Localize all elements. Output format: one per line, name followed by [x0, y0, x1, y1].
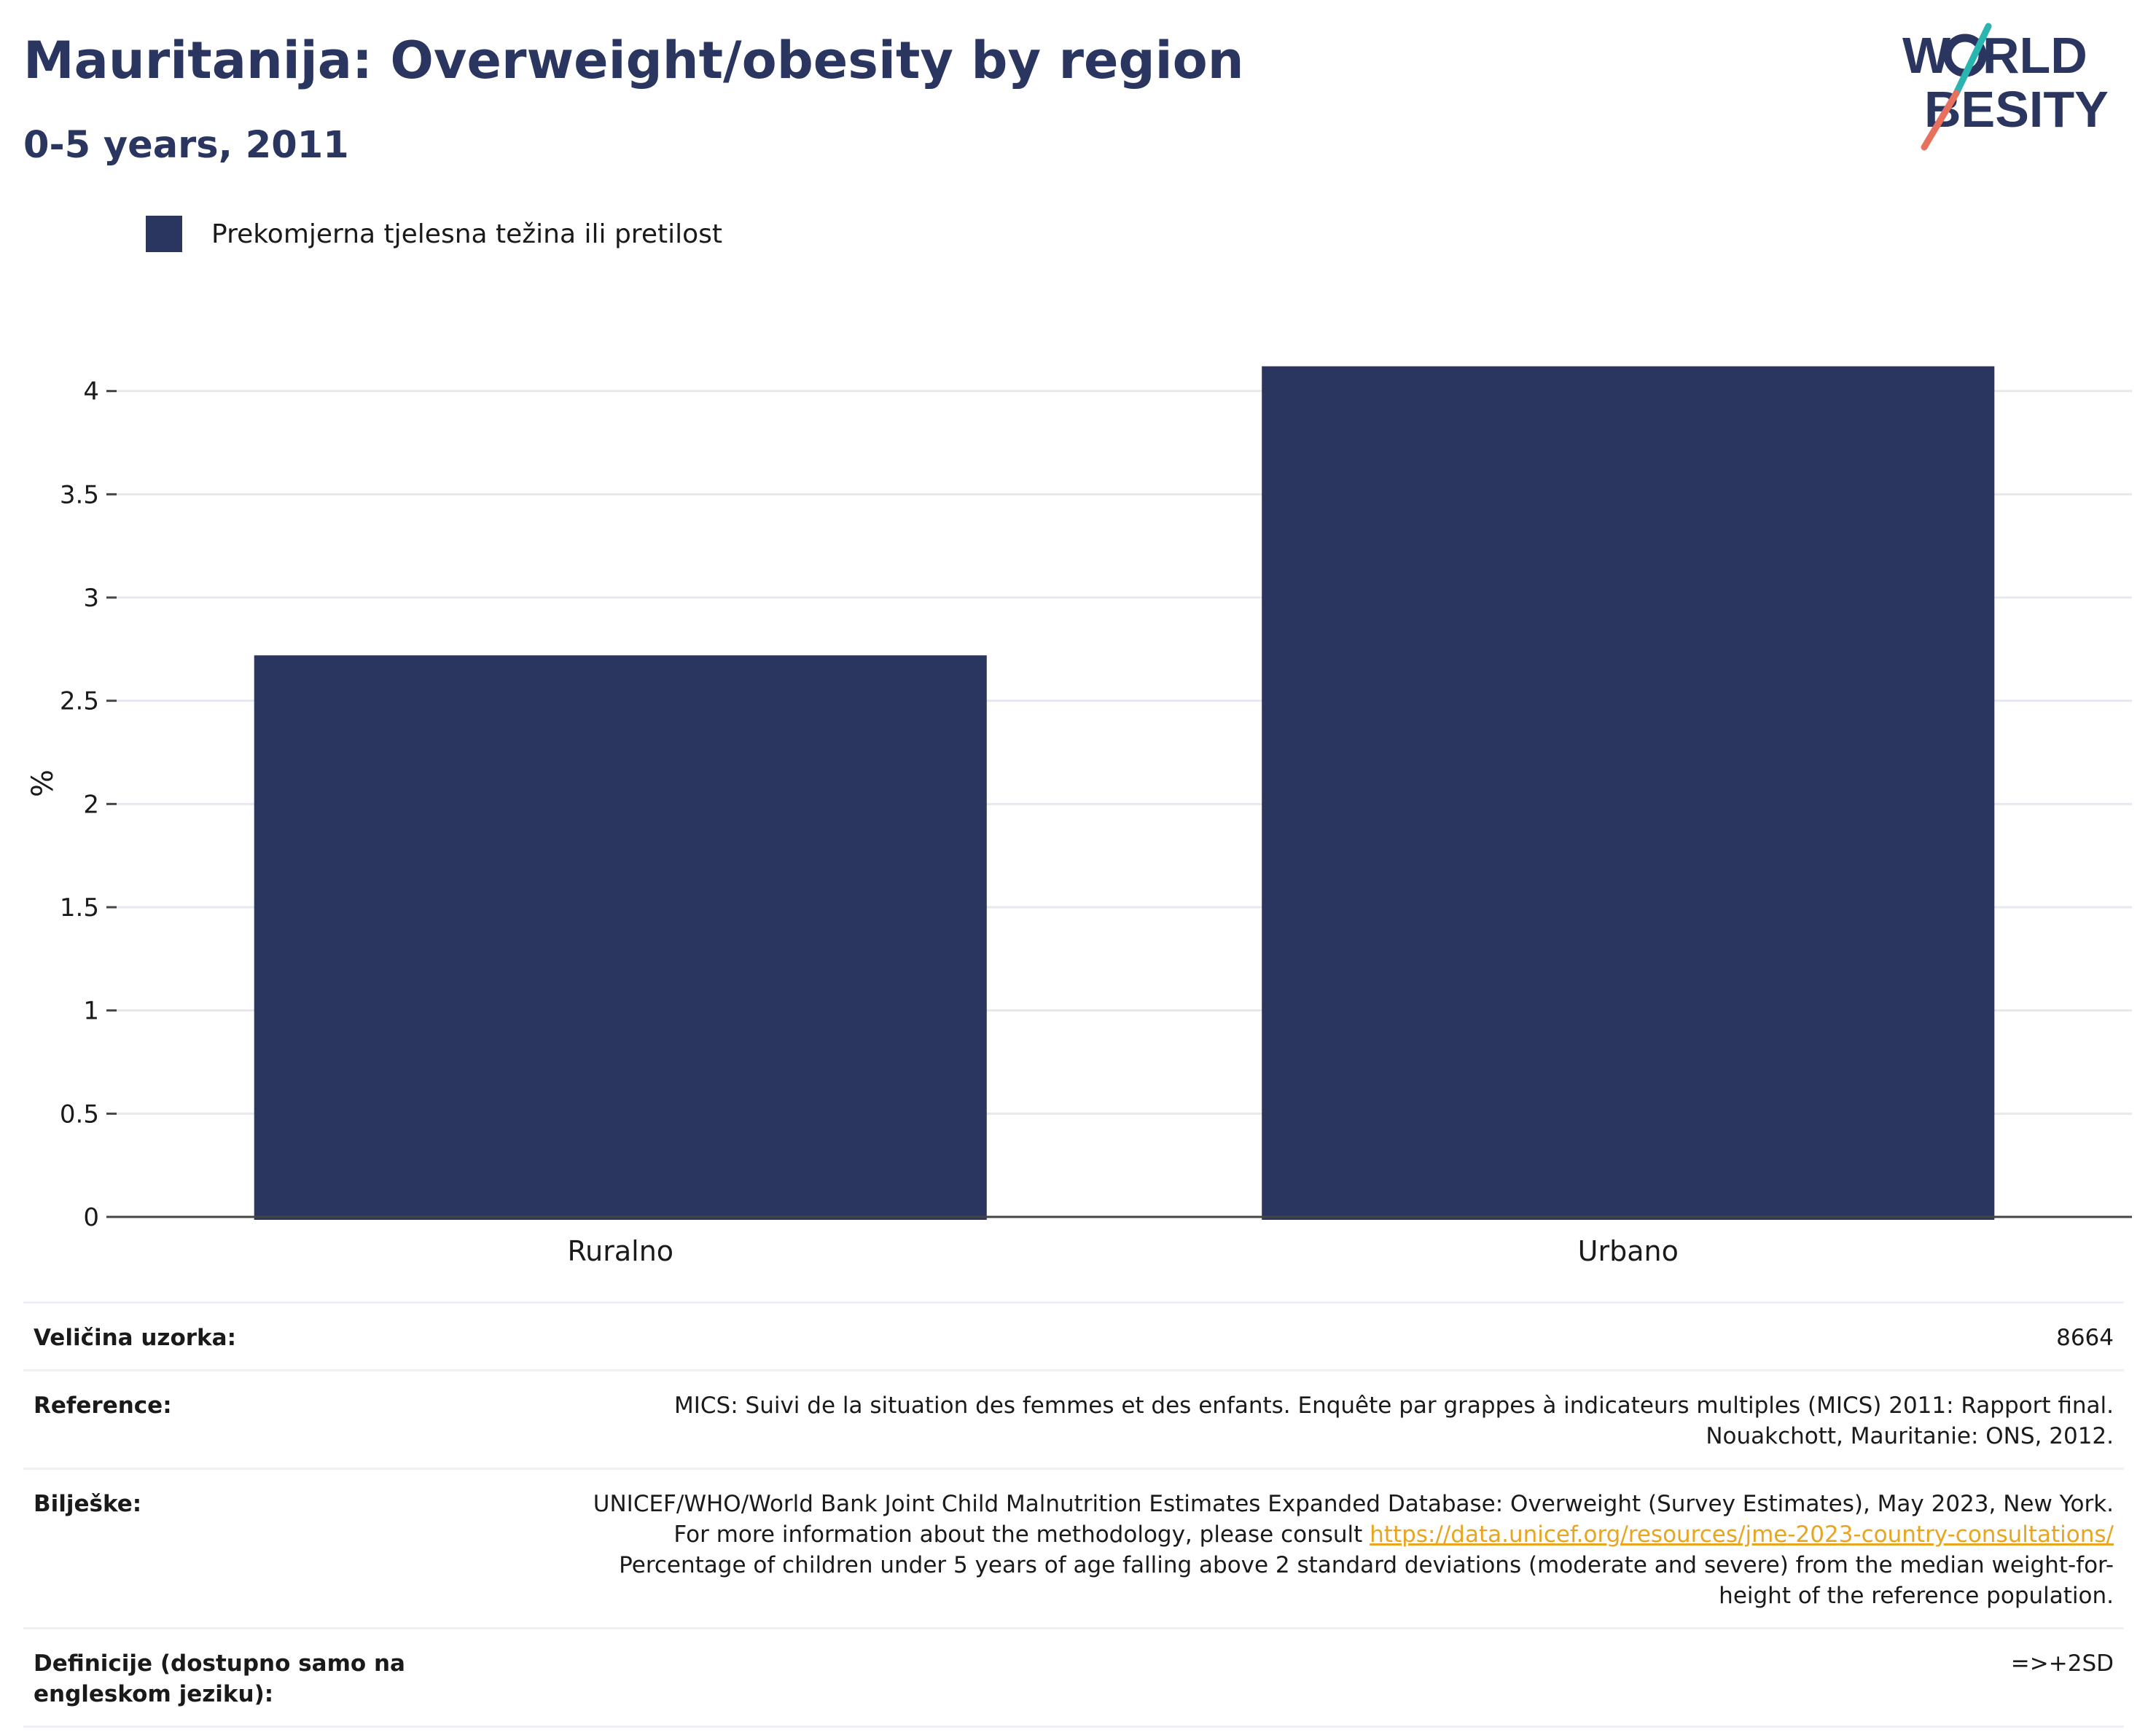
notes-link[interactable]: https://data.unicef.org/resources/jme-20…	[1370, 1521, 2114, 1548]
x-tick-label: Urbano	[1578, 1235, 1679, 1267]
notes-text-2: Percentage of children under 5 years of …	[619, 1552, 2114, 1609]
logo-slash-teal	[1953, 23, 1992, 97]
logo-slash-coral	[1921, 90, 1960, 151]
logo-line1-rest: RLD	[1983, 27, 2087, 84]
y-tick-label: 4	[83, 377, 99, 407]
notes-label: Bilješke:	[34, 1491, 142, 1517]
reference-value: MICS: Suivi de la situation des femmes e…	[674, 1393, 2114, 1449]
y-tick-label: 1	[83, 997, 99, 1026]
notes-value: UNICEF/WHO/World Bank Joint Child Malnut…	[583, 1489, 2114, 1611]
bar	[1262, 366, 1995, 1221]
axes	[106, 390, 2132, 1218]
logo-line2: BESITY	[1924, 81, 2109, 138]
bars	[254, 366, 1995, 1221]
y-tick-label: 0.5	[60, 1100, 99, 1129]
definitions-value: =>+2SD	[2010, 1650, 2114, 1677]
legend-label: Prekomjerna tjelesna težina ili pretilos…	[211, 219, 722, 249]
legend-swatch	[146, 216, 182, 252]
tick-labels: 0 0.5 1 1.5 2 2.5 3 3.5 4 Ruralno Urbano%	[26, 377, 1679, 1267]
info-row-notes: Bilješke: UNICEF/WHO/World Bank Joint Ch…	[23, 1470, 2124, 1629]
sample-size-label: Veličina uzorka:	[34, 1325, 236, 1351]
y-tick-label: 3	[83, 584, 99, 613]
chart-title: Mauritanija: Overweight/obesity by regio…	[23, 31, 1244, 90]
chart-legend[interactable]: Prekomjerna tjelesna težina ili pretilos…	[146, 214, 722, 254]
logo-line1: W	[1902, 27, 1950, 84]
chart-subtitle: 0-5 years, 2011	[23, 124, 349, 167]
info-table: Veličina uzorka: 8664 Reference: MICS: S…	[23, 1301, 2124, 1728]
y-tick-label: 2	[83, 790, 99, 819]
x-tick-label: Ruralno	[567, 1235, 673, 1267]
y-tick-label: 0	[83, 1203, 99, 1232]
reference-label: Reference:	[34, 1393, 172, 1419]
world-obesity-logo: W RLD BESITY	[1902, 23, 2109, 151]
notes-text-1: UNICEF/WHO/World Bank Joint Child Malnut…	[593, 1491, 2114, 1548]
y-axis-label: %	[26, 769, 60, 797]
info-row-reference: Reference: MICS: Suivi de la situation d…	[23, 1371, 2124, 1470]
bar-chart: 0 0.5 1 1.5 2 2.5 3 3.5 4 Ruralno Urbano%	[26, 366, 2132, 1267]
info-row-sample: Veličina uzorka: 8664	[23, 1304, 2124, 1371]
definitions-label: Definicije (dostupno samo na engleskom j…	[34, 1650, 405, 1707]
y-tick-label: 3.5	[60, 480, 99, 509]
sample-size-value: 8664	[2056, 1325, 2114, 1351]
info-row-definitions: Definicije (dostupno samo na engleskom j…	[23, 1629, 2124, 1728]
y-tick-label: 2.5	[60, 687, 99, 716]
y-tick-label: 1.5	[60, 893, 99, 923]
bar	[254, 655, 987, 1220]
